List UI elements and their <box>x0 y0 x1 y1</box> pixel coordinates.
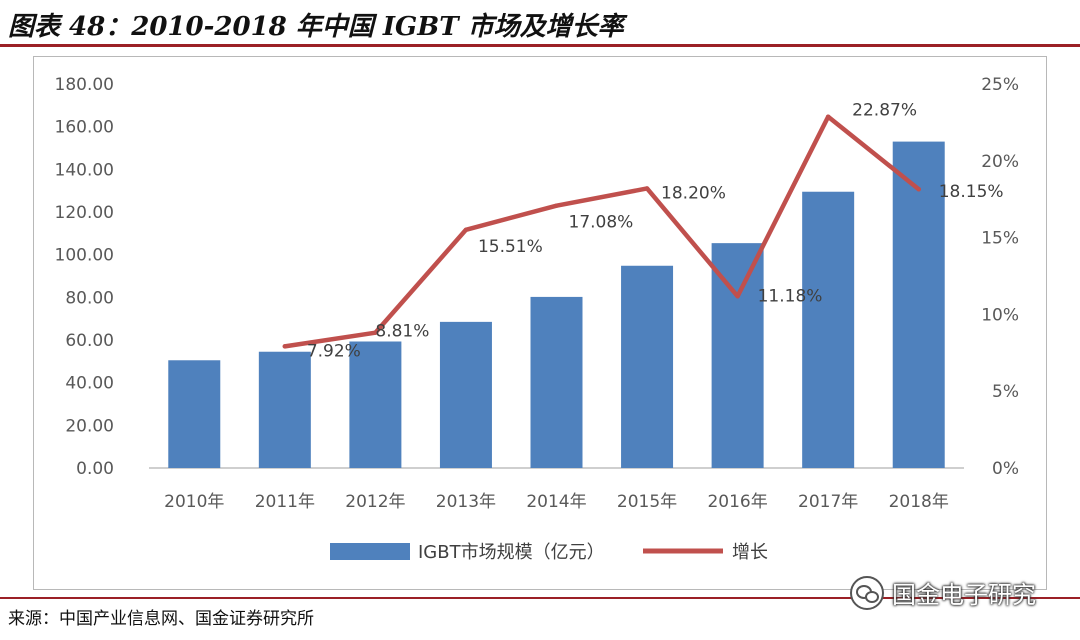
bar-igbt-market <box>168 360 221 468</box>
growth-data-label: 8.81% <box>375 322 429 342</box>
left-axis-tick-label: 0.00 <box>76 459 114 479</box>
bar-igbt-market <box>711 243 764 468</box>
growth-point <box>373 330 378 335</box>
right-axis-tick-label: 20% <box>981 152 1019 172</box>
right-axis-tick-label: 0% <box>992 459 1019 479</box>
legend-label-bar: IGBT市场规模（亿元） <box>418 542 605 563</box>
x-axis-tick-label: 2010年 <box>164 492 224 512</box>
bar-igbt-market <box>530 296 583 468</box>
x-axis-tick-label: 2017年 <box>798 492 858 512</box>
growth-point <box>644 186 650 191</box>
left-axis-tick-label: 100.00 <box>55 246 114 266</box>
right-axis-tick-label: 15% <box>981 229 1019 249</box>
bar-igbt-market <box>349 341 402 468</box>
right-axis-tick-label: 5% <box>992 382 1019 402</box>
right-axis-tick-label: 25% <box>981 75 1019 95</box>
growth-point <box>463 227 469 232</box>
x-axis-tick-label: 2016年 <box>707 492 767 512</box>
chart-canvas: 0.00 20.00 40.00 60.00 80.00 100.00 120.00 140.… <box>55 75 1019 563</box>
growth-data-label: 22.87% <box>852 101 917 121</box>
left-axis-tick-label: 140.00 <box>55 160 114 180</box>
bar-igbt-market <box>439 321 492 468</box>
left-axis-tick-label: 120.00 <box>55 203 114 223</box>
wechat-icon <box>850 575 884 610</box>
chart-panel: 0.00 20.00 40.00 60.00 80.00 100.00 120.00 140.… <box>33 56 1047 590</box>
growth-data-label: 17.08% <box>569 213 634 233</box>
growth-line <box>282 114 921 349</box>
growth-data-label: 7.92% <box>307 341 361 361</box>
left-axis-tick-label: 80.00 <box>65 288 114 308</box>
x-axis-tick-label: 2011年 <box>255 492 315 512</box>
growth-point <box>735 294 740 299</box>
bar-igbt-market <box>892 141 945 468</box>
growth-data-label: 18.15% <box>939 182 1004 202</box>
growth-data-label: 18.20% <box>661 183 726 203</box>
legend-label-line: 增长 <box>732 542 768 563</box>
left-axis-tick-label: 40.00 <box>65 374 114 394</box>
left-axis-tick-label: 180.00 <box>55 75 114 95</box>
left-axis-tick-label: 160.00 <box>55 118 114 138</box>
legend-swatch-bar <box>330 543 410 560</box>
bar-igbt-market <box>802 191 855 468</box>
figure-title: 图表 48：2010-2018 年中国 IGBT 市场及增长率 <box>8 12 624 42</box>
growth-data-label: 15.51% <box>478 237 543 257</box>
growth-point <box>916 187 921 192</box>
x-axis-tick-label: 2015年 <box>617 492 677 512</box>
x-axis-tick-label: 2018年 <box>889 492 949 512</box>
bar-igbt-market <box>621 265 674 468</box>
right-axis-tick-label: 10% <box>981 305 1019 325</box>
growth-point <box>282 344 288 349</box>
x-axis-tick-label: 2013年 <box>436 492 496 512</box>
title-divider <box>0 44 1080 47</box>
growth-point <box>825 114 831 119</box>
left-axis-tick-label: 60.00 <box>65 331 114 351</box>
watermark-text: 国金电子研究 <box>892 581 1036 609</box>
source-divider <box>0 597 1080 599</box>
x-axis-tick-label: 2014年 <box>526 492 586 512</box>
bar-igbt-market <box>258 351 311 468</box>
x-axis-tick-label: 2012年 <box>345 492 405 512</box>
source-note: 来源：中国产业信息网、国金证券研究所 <box>8 609 314 629</box>
left-axis-tick-label: 20.00 <box>65 416 114 436</box>
growth-data-label: 11.18% <box>758 286 823 306</box>
watermark: 国金电子研究 <box>850 575 1036 610</box>
growth-point <box>554 203 559 208</box>
